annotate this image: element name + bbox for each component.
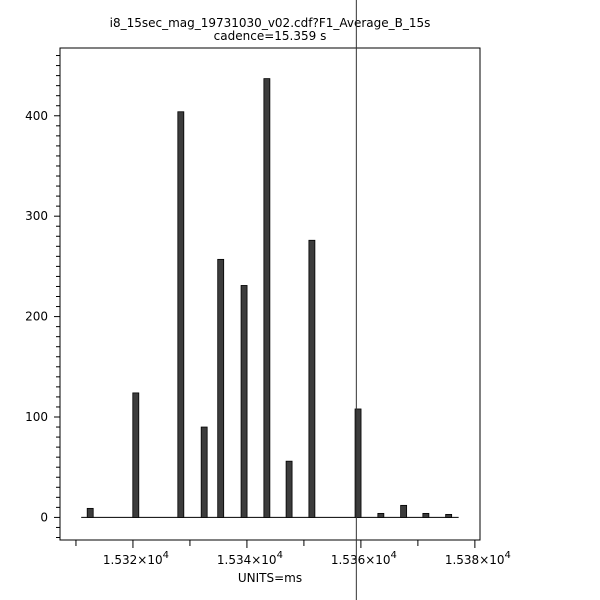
histogram-bar bbox=[354, 408, 362, 518]
y-tick-label: 400 bbox=[25, 109, 48, 123]
histogram-bar bbox=[422, 512, 430, 518]
x-tick-exponent: 4 bbox=[391, 550, 397, 561]
x-tick-mantissa: 1.532 bbox=[103, 553, 137, 567]
y-tick-label: 100 bbox=[25, 410, 48, 424]
x-tick-mantissa: 1.534 bbox=[217, 553, 251, 567]
x-tick-exponent: 4 bbox=[277, 550, 283, 561]
x-tick-exponent: 4 bbox=[505, 550, 511, 561]
x-axis: 1.532×104 1.534×104 1.536×104 1.538×104 bbox=[75, 540, 511, 567]
chart-subtitle: cadence=15.359 s bbox=[214, 29, 327, 43]
y-axis: 0 100 200 300 400 bbox=[25, 55, 60, 538]
x-tick-times: ×10 bbox=[365, 553, 390, 567]
histogram-bar bbox=[445, 513, 453, 518]
x-tick-times: ×10 bbox=[137, 553, 162, 567]
chart-title: i8_15sec_mag_19731030_v02.cdf?F1_Average… bbox=[110, 16, 431, 30]
x-tick-label: 1.532×104 bbox=[103, 550, 169, 567]
y-tick-label: 300 bbox=[25, 209, 48, 223]
histogram-bar bbox=[200, 426, 208, 518]
histogram-bar bbox=[217, 258, 225, 518]
x-tick-mantissa: 1.538 bbox=[445, 553, 479, 567]
x-tick-label: 1.536×104 bbox=[331, 550, 397, 567]
histogram-bar bbox=[285, 460, 293, 518]
x-tick-times: ×10 bbox=[479, 553, 504, 567]
histogram-bar bbox=[400, 504, 408, 518]
plot-frame bbox=[59, 47, 481, 541]
x-axis-label: UNITS=ms bbox=[238, 571, 302, 585]
x-tick-label: 1.538×104 bbox=[445, 550, 511, 567]
histogram-bar bbox=[240, 285, 248, 518]
x-tick-mantissa: 1.536 bbox=[331, 553, 365, 567]
histogram-bar bbox=[132, 392, 140, 518]
histogram-bar bbox=[177, 111, 185, 518]
bars bbox=[81, 78, 459, 518]
y-tick-label: 200 bbox=[25, 310, 48, 324]
histogram-bar bbox=[377, 512, 385, 518]
histogram-bar bbox=[86, 507, 94, 518]
y-tick-label: 0 bbox=[40, 510, 48, 524]
x-tick-times: ×10 bbox=[251, 553, 276, 567]
histogram-bar bbox=[308, 239, 316, 518]
x-tick-exponent: 4 bbox=[163, 550, 169, 561]
histogram-bar bbox=[263, 78, 271, 518]
x-tick-label: 1.534×104 bbox=[217, 550, 283, 567]
